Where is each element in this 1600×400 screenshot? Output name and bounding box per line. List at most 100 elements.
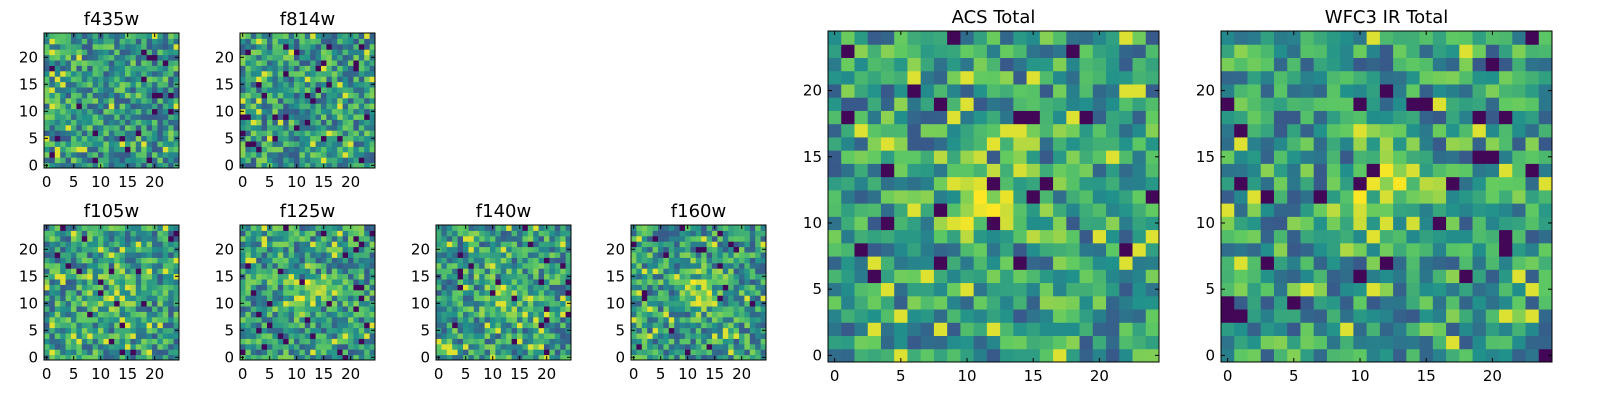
heatmap-cell [933, 335, 948, 350]
heatmap-cell [517, 349, 523, 356]
heatmap-cell [146, 33, 153, 39]
heatmap-cell [310, 279, 317, 285]
heatmap-cell [1499, 256, 1513, 270]
heatmap-cell [446, 354, 453, 361]
heatmap-cell [54, 43, 61, 50]
heatmap-cell [1145, 269, 1160, 284]
heatmap-cell [712, 289, 718, 296]
heatmap-cell [81, 225, 88, 231]
heatmap-cell [141, 124, 148, 131]
heatmap-cell [76, 43, 83, 50]
y-tick-label: 20 [411, 240, 430, 258]
heatmap-cell [364, 279, 371, 285]
heatmap-cell [907, 163, 922, 178]
y-tick-label: 15 [19, 267, 38, 285]
heatmap-cell [1145, 322, 1160, 337]
heatmap-cell [533, 246, 540, 253]
heatmap-cell [1234, 242, 1248, 257]
heatmap-cell [76, 162, 83, 169]
heatmap-cell [272, 162, 279, 169]
heatmap-cell [299, 333, 306, 339]
heatmap-cell [1079, 269, 1094, 284]
heatmap-cell [157, 349, 164, 356]
heatmap-cell [65, 135, 72, 142]
heatmap-cell [463, 311, 469, 318]
heatmap-cell [728, 295, 735, 302]
heatmap-cell [294, 284, 300, 291]
heatmap-cell [299, 87, 306, 93]
heatmap-cell [652, 333, 659, 339]
heatmap-cell [162, 60, 169, 66]
heatmap-cell [65, 295, 72, 302]
heatmap-cell [749, 349, 756, 356]
heatmap-cell [1106, 163, 1120, 178]
heatmap-cell [342, 76, 349, 83]
heatmap-cell [326, 279, 333, 285]
heatmap-cell [1353, 189, 1368, 204]
heatmap-cell [668, 257, 675, 264]
heatmap-cell [1092, 110, 1107, 125]
heatmap-cell [92, 284, 99, 291]
heatmap-cell [933, 136, 948, 151]
heatmap-cell [245, 130, 252, 137]
heatmap-cell [1079, 242, 1094, 257]
heatmap-cell [162, 349, 169, 356]
heatmap-cell [1106, 256, 1120, 270]
heatmap-cell [1512, 335, 1527, 350]
heatmap-cell [125, 338, 131, 345]
heatmap-cell [364, 225, 371, 231]
heatmap-cell [337, 295, 344, 302]
heatmap-cell [1221, 150, 1235, 164]
heatmap-cell [484, 262, 491, 269]
heatmap-cell [652, 230, 659, 237]
heatmap-cell [920, 309, 935, 323]
heatmap-cell [348, 322, 354, 329]
heatmap-cell [141, 151, 148, 158]
heatmap-cell [369, 295, 376, 302]
heatmap-cell [511, 311, 518, 318]
heatmap-cell [168, 162, 175, 169]
heatmap-cell [1472, 256, 1487, 270]
heatmap-cell [114, 230, 121, 237]
heatmap-cell [92, 349, 99, 356]
heatmap-cell [49, 289, 56, 296]
heatmap-cell [261, 97, 268, 104]
heatmap-cell [250, 103, 257, 110]
heatmap-cell [103, 289, 110, 296]
heatmap-cell [337, 81, 344, 88]
heatmap-cell [353, 284, 360, 291]
heatmap-cell [652, 262, 659, 269]
heatmap-cell [500, 354, 507, 361]
heatmap-cell [701, 225, 708, 231]
heatmap-cell [1446, 189, 1460, 204]
heatmap-cell [331, 49, 338, 56]
heatmap-cell [490, 295, 496, 302]
heatmap-cell [760, 235, 767, 242]
heatmap-cell [364, 119, 371, 126]
heatmap-cell [490, 230, 496, 237]
heatmap-cell [250, 65, 257, 72]
heatmap-cell [135, 114, 142, 120]
heatmap-cell [60, 81, 67, 88]
heatmap-cell [560, 225, 567, 231]
heatmap-cell [87, 157, 94, 164]
heatmap-cell [679, 327, 686, 334]
heatmap-cell [907, 242, 922, 257]
heatmap-cell [54, 257, 61, 264]
heatmap-cell [668, 273, 675, 280]
heatmap-cell [495, 252, 502, 258]
heatmap-cell [907, 176, 922, 191]
heatmap-cell [65, 38, 72, 45]
heatmap-cell [674, 225, 681, 231]
heatmap-cell [1013, 269, 1028, 284]
heatmap-cell [76, 130, 83, 137]
heatmap-cell [636, 230, 643, 237]
heatmap-cell [283, 225, 290, 231]
heatmap-cell [1485, 242, 1500, 257]
heatmap-cell [168, 130, 175, 137]
heatmap-cell [690, 322, 697, 329]
heatmap-cell [60, 135, 67, 142]
heatmap-cell [722, 300, 729, 307]
heatmap-cell [369, 49, 376, 56]
heatmap-cell [369, 130, 376, 137]
